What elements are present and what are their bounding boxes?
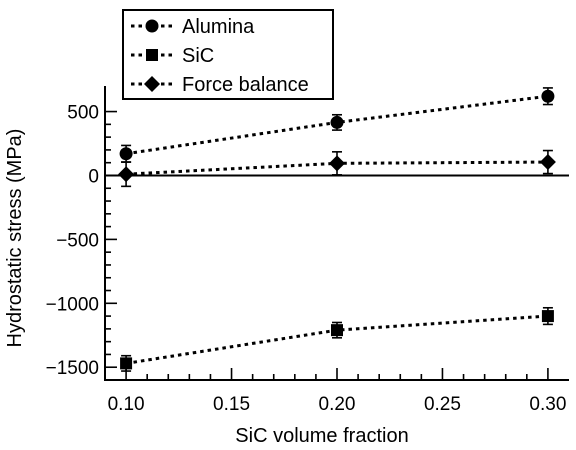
data-point xyxy=(541,89,555,103)
legend-marker xyxy=(146,49,158,61)
y-tick-label: −1000 xyxy=(46,294,99,315)
y-tick-label: 500 xyxy=(67,103,99,124)
series-layer xyxy=(118,87,556,372)
data-point xyxy=(118,166,135,183)
data-point xyxy=(329,155,345,172)
data-point xyxy=(331,324,343,337)
x-ticks: 0.10 0.15 0.20 0.25 0.30 xyxy=(108,368,566,415)
legend-marker xyxy=(144,76,160,92)
x-tick-label: 0.20 xyxy=(319,394,356,415)
data-point xyxy=(119,147,133,161)
x-tick-label: 0.25 xyxy=(424,394,461,415)
series-sic xyxy=(120,306,554,372)
x-tick-label: 0.15 xyxy=(213,394,250,415)
series-alumina xyxy=(119,87,555,163)
legend-label: Alumina xyxy=(182,16,255,38)
x-tick-label: 0.30 xyxy=(529,394,566,415)
legend: Alumina SiC Force balance xyxy=(122,9,334,100)
y-tick-label: −500 xyxy=(56,230,99,251)
series-force-balance xyxy=(118,149,556,188)
data-point xyxy=(539,154,556,171)
legend-label: SiC xyxy=(182,45,214,67)
data-point xyxy=(330,115,344,129)
data-point xyxy=(120,357,133,370)
series-line xyxy=(125,314,549,365)
y-axis-label: Hydrostatic stress (MPa) xyxy=(4,129,26,348)
x-tick-label: 0.10 xyxy=(108,394,145,415)
y-ticks: 500 0 −500 −1000 −1500 xyxy=(46,103,117,379)
y-tick-label: 0 xyxy=(88,166,99,187)
y-tick-label: −1500 xyxy=(46,358,99,379)
legend-marker xyxy=(145,19,159,33)
legend-label: Force balance xyxy=(182,74,309,96)
data-point xyxy=(541,310,554,323)
x-axis-label: SiC volume fraction xyxy=(235,425,408,447)
